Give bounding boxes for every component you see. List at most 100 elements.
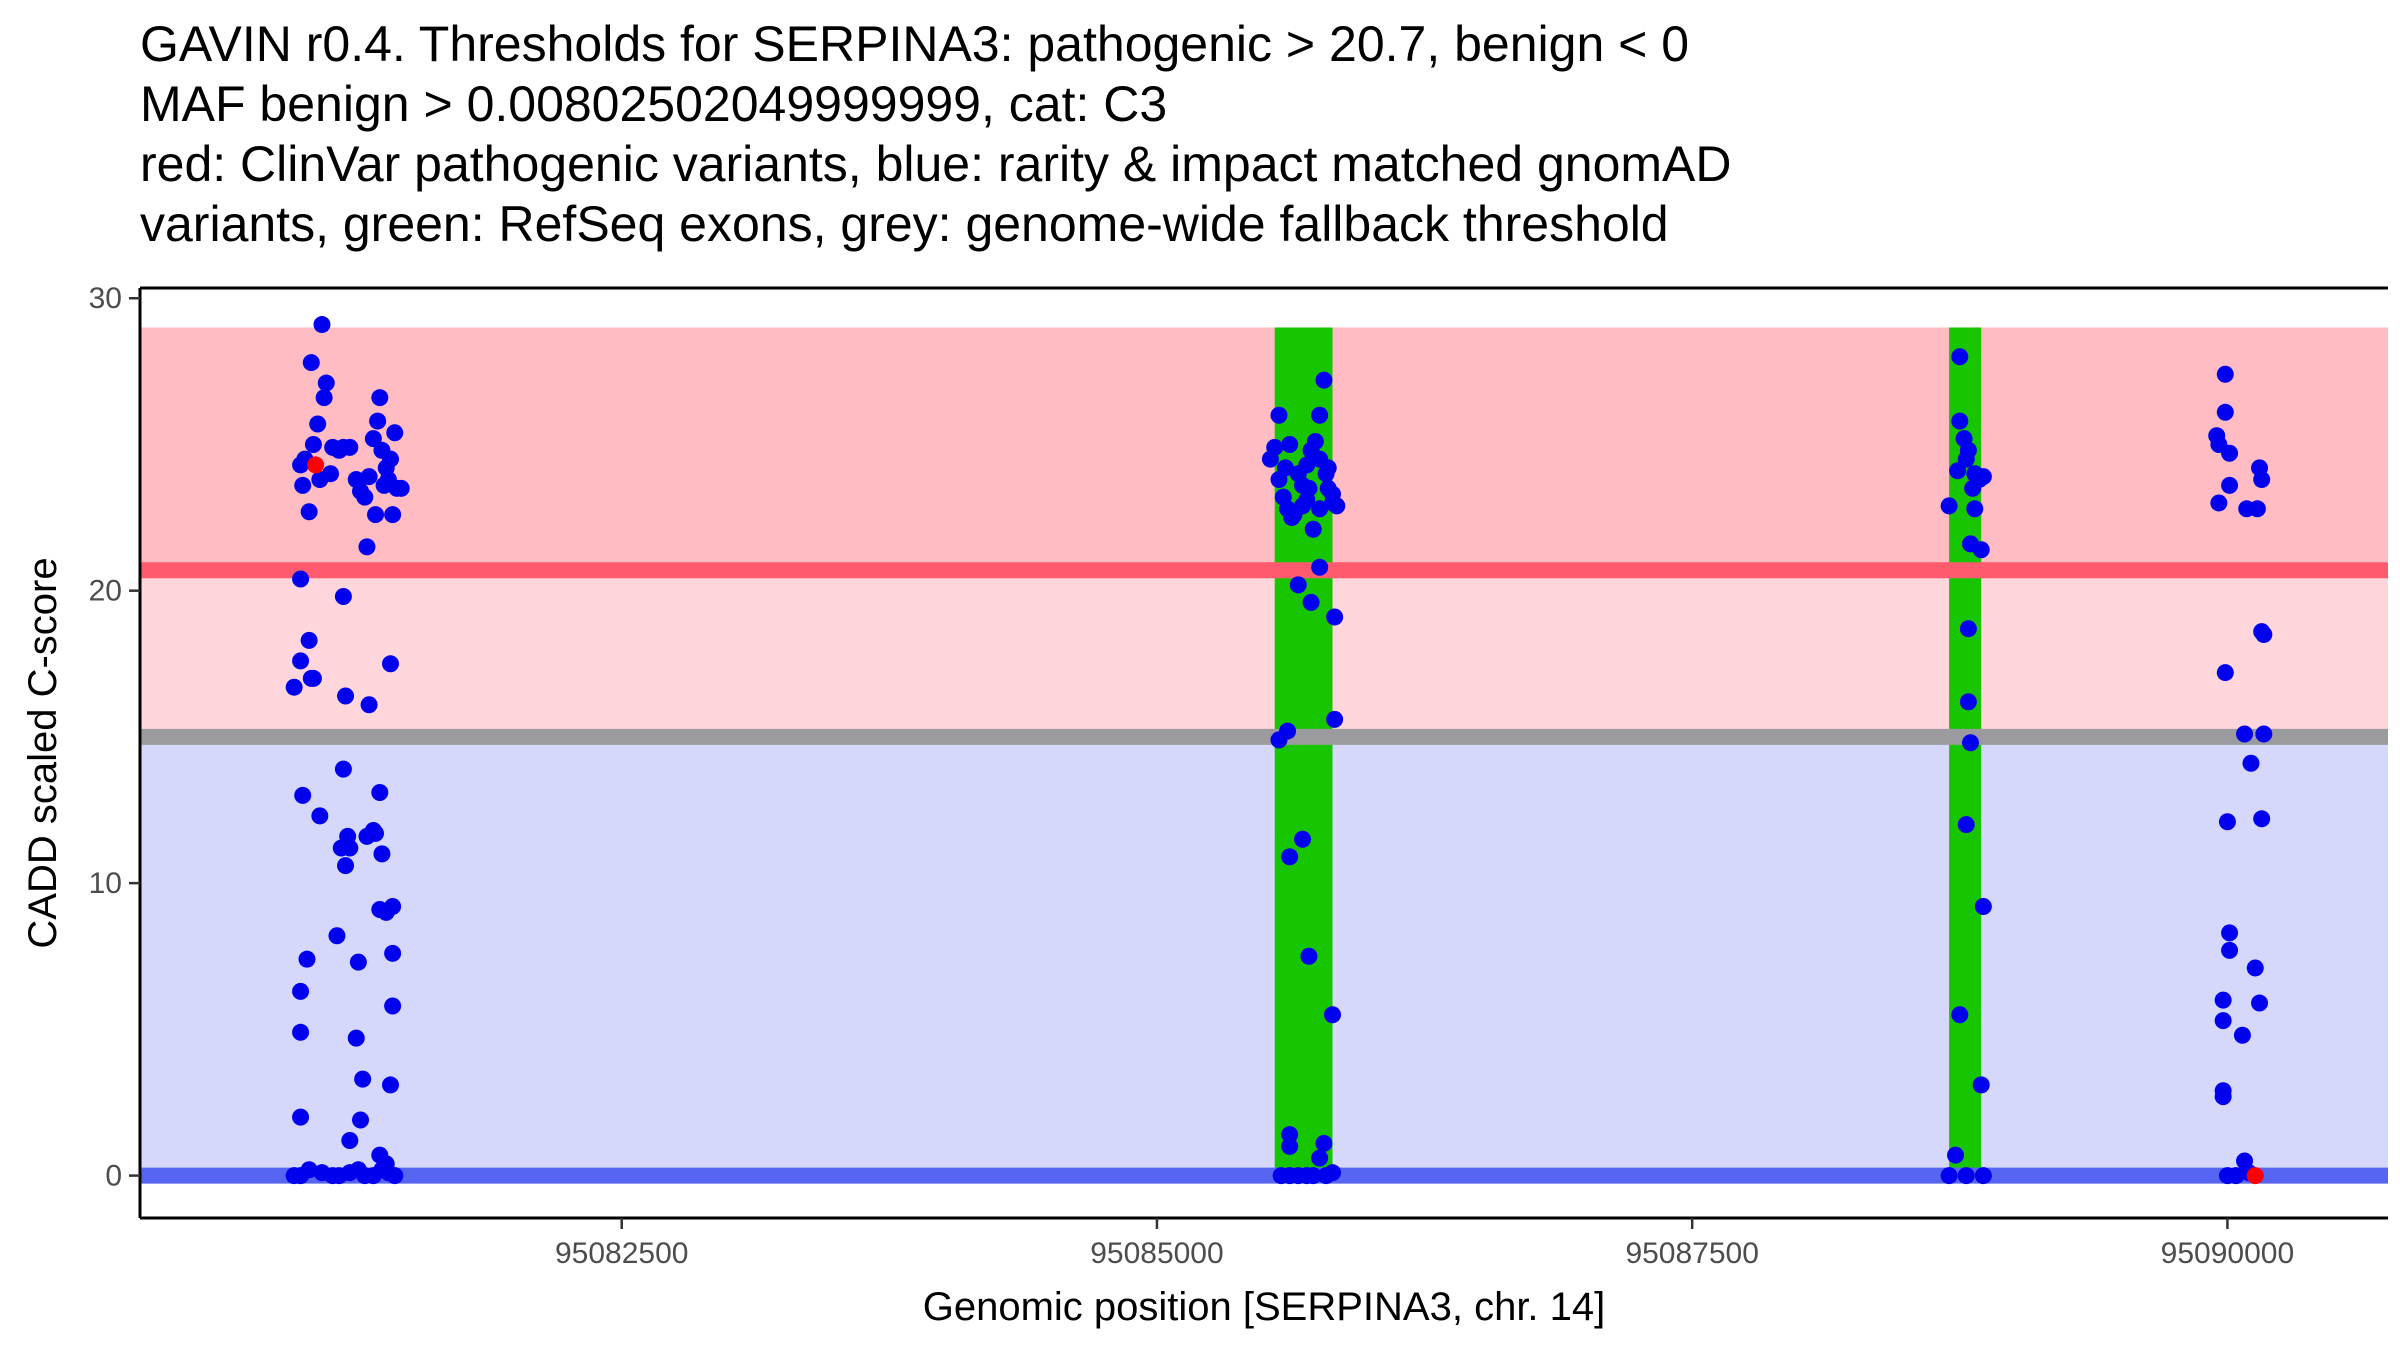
- gnomad-point: [386, 424, 404, 442]
- gnomad-point: [1328, 497, 1346, 515]
- gnomad-point: [1972, 541, 1990, 559]
- gnomad-point: [2242, 754, 2260, 772]
- gnomad-point: [315, 389, 333, 407]
- gnomad-point: [1966, 500, 1984, 518]
- gnomad-point: [1294, 497, 1312, 515]
- gnomad-point: [381, 1076, 399, 1094]
- gnomad-point: [386, 1167, 404, 1185]
- gnomad-point: [1972, 1076, 1990, 1094]
- gnomad-point: [2216, 403, 2234, 421]
- gnomad-point: [1974, 468, 1992, 486]
- y-axis-title: CADD scaled C-score: [21, 557, 65, 948]
- gnomad-point: [2216, 664, 2234, 682]
- x-tick-label: 95087500: [1625, 1237, 1758, 1270]
- gnomad-point: [313, 316, 331, 334]
- gnomad-point: [1304, 1167, 1322, 1185]
- gnomad-point: [360, 468, 378, 486]
- gnomad-point: [300, 503, 318, 521]
- band-benign: [140, 736, 2388, 1176]
- gnomad-point: [1261, 450, 1279, 468]
- gnomad-point: [292, 1023, 310, 1041]
- x-tick-label: 95082500: [555, 1237, 688, 1270]
- gnomad-point: [341, 1132, 359, 1149]
- threshold-bands: [140, 327, 2388, 1176]
- gnomad-point: [2227, 1167, 2245, 1185]
- gnomad-point: [334, 588, 352, 606]
- data-points: [285, 316, 2273, 1185]
- gnomad-point: [1294, 830, 1312, 848]
- gnomad-point: [1974, 898, 1992, 916]
- y-tick-label: 20: [89, 575, 122, 608]
- gnomad-point: [2221, 444, 2239, 462]
- gnomad-point: [2246, 959, 2264, 977]
- gnomad-point: [347, 1029, 365, 1047]
- gnomad-point: [1304, 520, 1322, 538]
- title-line-1: GAVIN r0.4. Thresholds for SERPINA3: pat…: [140, 16, 1690, 72]
- gnomad-point: [1270, 471, 1288, 489]
- gnomad-point: [1326, 608, 1344, 626]
- gnomad-point: [1940, 497, 1958, 515]
- gnomad-point: [1281, 848, 1299, 866]
- gnomad-point: [1270, 731, 1288, 749]
- gnomad-point: [381, 655, 399, 673]
- gnomad-point: [349, 953, 367, 971]
- band-pathogenic: [140, 327, 2388, 571]
- gnomad-point: [2251, 994, 2269, 1012]
- y-tick-label: 0: [105, 1160, 122, 1193]
- gnomad-point: [1300, 947, 1318, 965]
- gnomad-point: [1298, 456, 1316, 474]
- gnomad-point: [1940, 1167, 1958, 1185]
- gnomad-point: [364, 430, 382, 448]
- y-tick-label: 10: [89, 867, 122, 900]
- axes: 95082500 95085000 95087500 95090000 0 10 20 30: [89, 282, 2388, 1270]
- gnomad-point: [1306, 433, 1324, 451]
- gnomad-point: [294, 786, 312, 804]
- gnomad-point: [369, 412, 387, 430]
- gnomad-point: [1959, 620, 1977, 638]
- gnomad-point: [354, 1070, 372, 1088]
- gnomad-point: [1311, 1149, 1329, 1167]
- threshold-lines: [140, 562, 2388, 1184]
- gnomad-point: [300, 631, 318, 649]
- gnomad-point: [2233, 1026, 2251, 1044]
- gnomad-point: [337, 687, 355, 705]
- gnomad-point: [2216, 365, 2234, 383]
- gnomad-point: [1311, 500, 1329, 518]
- gnomad-point: [2214, 991, 2232, 1009]
- x-axis-title: Genomic position [SERPINA3, chr. 14]: [923, 1285, 1606, 1329]
- gnomad-point: [2253, 471, 2271, 489]
- gnomad-point: [375, 476, 393, 494]
- clinvar-point: [307, 456, 325, 474]
- gnomad-point: [292, 1108, 310, 1126]
- gnomad-point: [1319, 459, 1337, 477]
- gnomad-point: [367, 824, 385, 842]
- gnomad-point: [341, 438, 359, 456]
- gnomad-point: [2255, 626, 2273, 644]
- gnomad-point: [360, 696, 378, 714]
- gnomad-point: [1281, 1126, 1299, 1144]
- gnomad-point: [1326, 710, 1344, 728]
- gnomad-point: [292, 570, 310, 588]
- gnomad-point: [1311, 406, 1329, 424]
- gnomad-point: [1302, 593, 1320, 611]
- gnomad-point: [373, 845, 391, 863]
- gnomad-point: [1289, 576, 1307, 594]
- gnomad-point: [1270, 406, 1288, 424]
- gnomad-point: [2255, 725, 2273, 743]
- gnomad-point: [1962, 734, 1980, 752]
- gnomad-point: [292, 456, 310, 474]
- gnomad-point: [2248, 500, 2266, 518]
- gnomad-point: [317, 374, 335, 392]
- gnomad-point: [1311, 558, 1329, 576]
- gnomad-point: [381, 450, 399, 468]
- gnomad-point: [367, 506, 385, 524]
- gnomad-point: [384, 944, 402, 962]
- gnomad-point: [384, 997, 402, 1015]
- gnomad-point: [1951, 348, 1969, 366]
- gnomad-point: [341, 839, 359, 857]
- gnomad-point: [311, 807, 329, 825]
- gnomad-point: [304, 669, 322, 687]
- gnomad-point: [1300, 479, 1318, 497]
- title-line-4: variants, green: RefSeq exons, grey: gen…: [140, 196, 1669, 252]
